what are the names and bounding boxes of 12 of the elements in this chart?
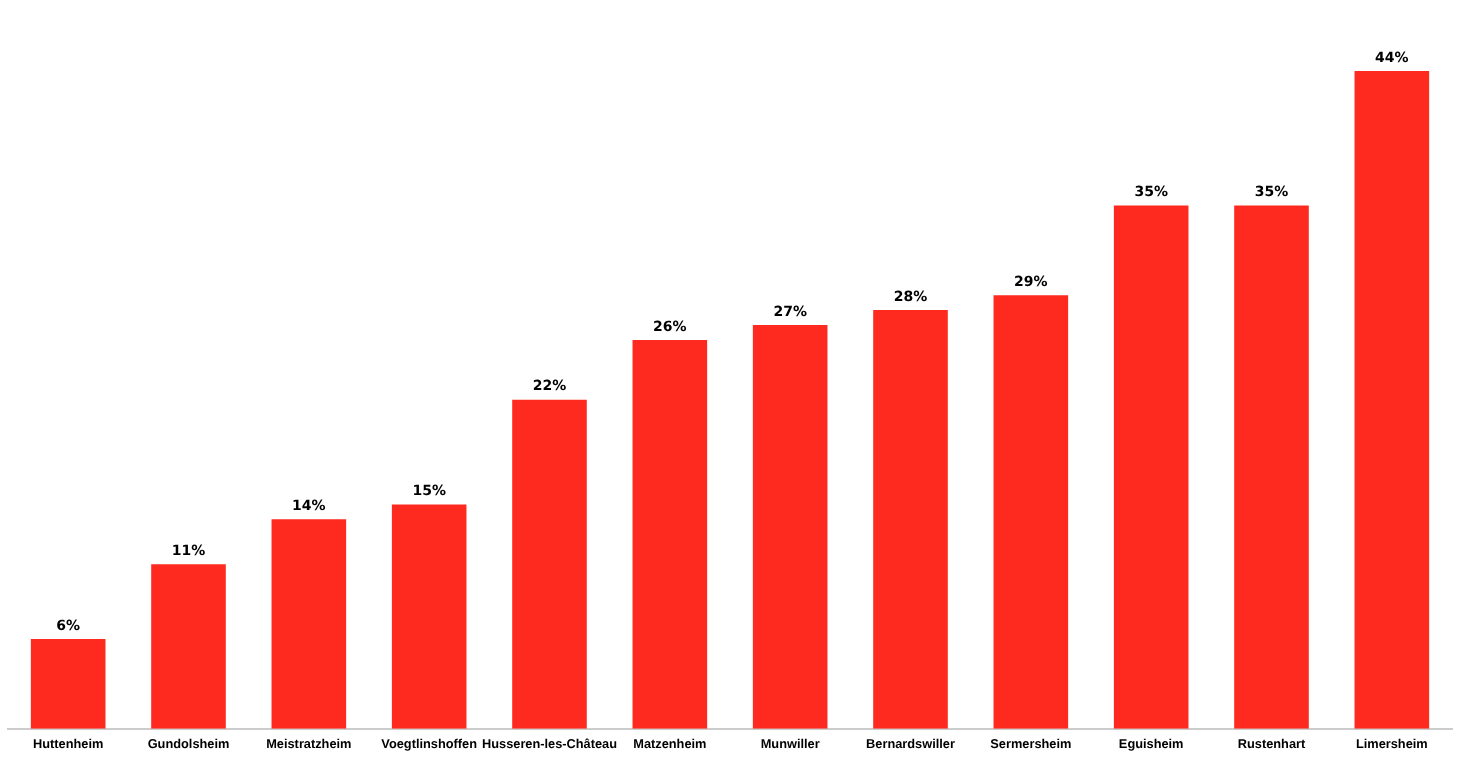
- bar: [151, 564, 226, 729]
- bar: [30, 638, 106, 729]
- bar: [512, 399, 587, 729]
- bar: [752, 325, 828, 729]
- bar: [1234, 205, 1309, 729]
- bar: [873, 310, 948, 729]
- bar: [632, 340, 708, 729]
- bar: [993, 295, 1069, 729]
- bar: [271, 519, 347, 729]
- bar: [1354, 70, 1430, 729]
- bar: [1113, 205, 1189, 729]
- bar: [391, 504, 467, 729]
